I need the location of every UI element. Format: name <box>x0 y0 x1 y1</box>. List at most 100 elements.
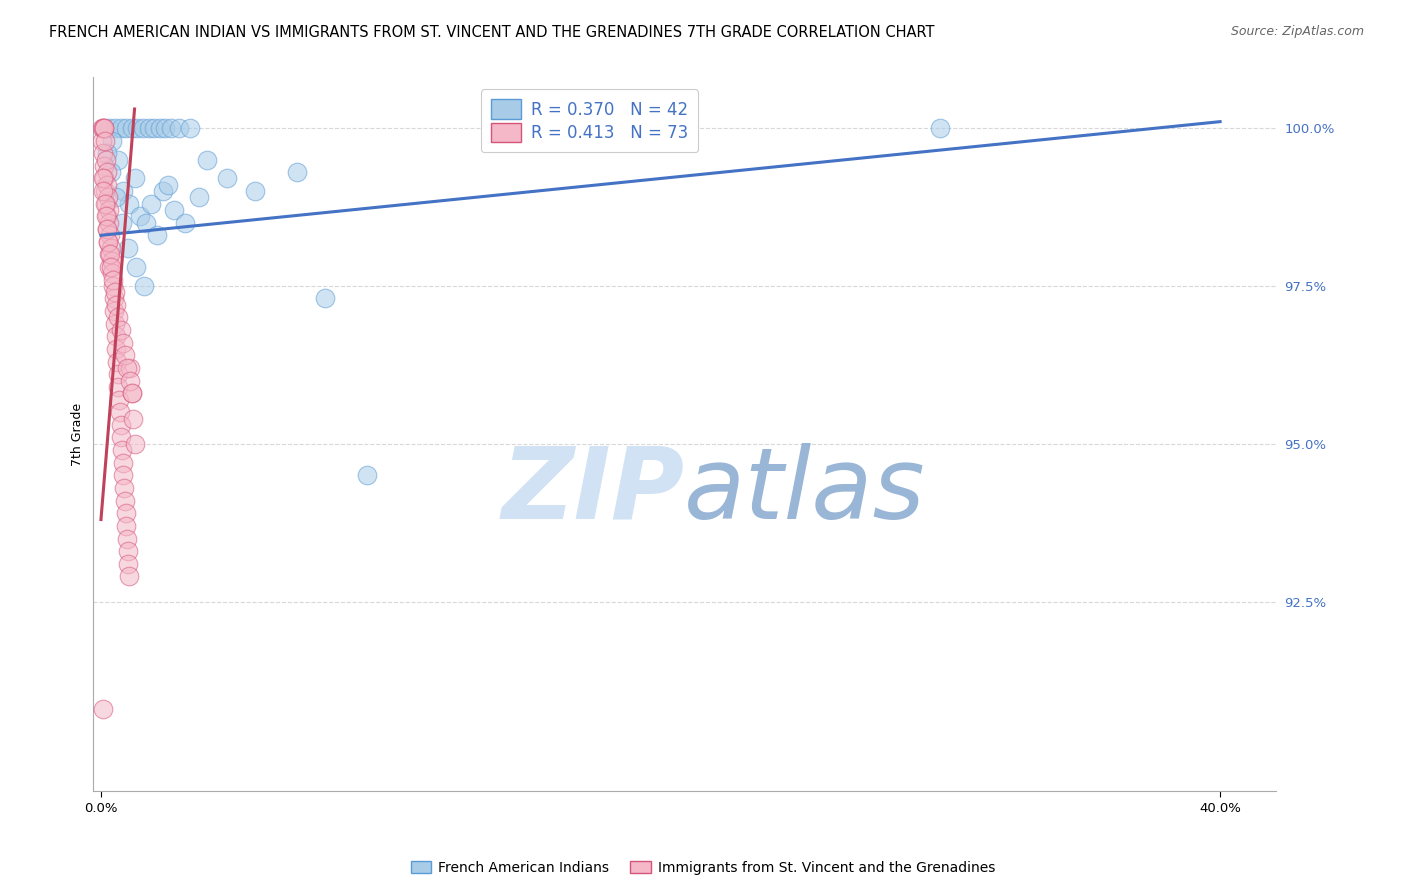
Point <box>114 506 136 520</box>
Point <box>98 247 121 261</box>
Point <box>138 120 160 135</box>
Point <box>93 159 115 173</box>
Point <box>97 235 120 249</box>
Point <box>100 241 122 255</box>
Point <box>107 380 129 394</box>
Point <box>117 241 139 255</box>
Point <box>121 386 143 401</box>
Point <box>101 272 124 286</box>
Point <box>117 557 139 571</box>
Point <box>96 146 118 161</box>
Point <box>105 342 128 356</box>
Point <box>111 456 134 470</box>
Point <box>96 222 118 236</box>
Text: ZIP: ZIP <box>502 443 685 540</box>
Point <box>117 544 139 558</box>
Point <box>125 260 148 274</box>
Point <box>93 171 115 186</box>
Point <box>97 247 120 261</box>
Point <box>114 493 136 508</box>
Point <box>93 120 115 135</box>
Point <box>121 386 143 401</box>
Point <box>97 203 120 218</box>
Point <box>100 260 122 274</box>
Point <box>112 481 135 495</box>
Point <box>215 171 238 186</box>
Point <box>285 165 308 179</box>
Point <box>111 443 134 458</box>
Text: atlas: atlas <box>685 443 927 540</box>
Point <box>155 120 177 135</box>
Point <box>94 153 117 167</box>
Point <box>96 178 118 192</box>
Point <box>115 120 138 135</box>
Point <box>93 196 115 211</box>
Point <box>96 222 118 236</box>
Point <box>97 235 120 249</box>
Text: Source: ZipAtlas.com: Source: ZipAtlas.com <box>1230 25 1364 38</box>
Point <box>195 153 218 167</box>
Point <box>101 134 124 148</box>
Point <box>94 134 117 148</box>
Point <box>179 120 201 135</box>
Point <box>105 298 128 312</box>
Point <box>152 184 174 198</box>
Point <box>243 184 266 198</box>
Point <box>157 178 180 192</box>
Point <box>127 120 149 135</box>
Point <box>104 317 127 331</box>
Point <box>96 165 118 179</box>
Point <box>97 190 120 204</box>
Point <box>174 216 197 230</box>
Point <box>114 348 136 362</box>
Point <box>98 228 121 243</box>
Point <box>91 120 114 135</box>
Point <box>149 120 172 135</box>
Point <box>107 310 129 325</box>
Point <box>103 292 125 306</box>
Point <box>141 196 163 211</box>
Point <box>160 120 183 135</box>
Legend: French American Indians, Immigrants from St. Vincent and the Grenadines: French American Indians, Immigrants from… <box>405 855 1001 880</box>
Point <box>93 120 115 135</box>
Point <box>187 190 209 204</box>
Point <box>103 304 125 318</box>
Point <box>91 134 114 148</box>
Point <box>110 417 132 432</box>
Point <box>108 392 131 407</box>
Point <box>98 216 121 230</box>
Point <box>110 430 132 444</box>
Point <box>111 335 134 350</box>
Point <box>118 569 141 583</box>
Point <box>146 228 169 243</box>
Point <box>117 361 139 376</box>
Text: FRENCH AMERICAN INDIAN VS IMMIGRANTS FROM ST. VINCENT AND THE GRENADINES 7TH GRA: FRENCH AMERICAN INDIAN VS IMMIGRANTS FRO… <box>49 25 935 40</box>
Y-axis label: 7th Grade: 7th Grade <box>72 402 84 466</box>
Point <box>91 146 114 161</box>
Point <box>98 260 121 274</box>
Point <box>115 519 138 533</box>
Point <box>121 120 143 135</box>
Point <box>115 532 138 546</box>
Point <box>91 120 114 135</box>
Point <box>169 120 191 135</box>
Point <box>929 120 952 135</box>
Point <box>112 184 135 198</box>
Point <box>129 210 152 224</box>
Point <box>108 405 131 419</box>
Point <box>101 266 124 280</box>
Point <box>105 354 128 368</box>
Point <box>96 210 118 224</box>
Point <box>93 184 115 198</box>
Point <box>163 203 186 218</box>
Point <box>120 361 142 376</box>
Point <box>143 120 166 135</box>
Point <box>135 216 157 230</box>
Point <box>100 253 122 268</box>
Point <box>105 190 128 204</box>
Point <box>110 120 132 135</box>
Point <box>112 468 135 483</box>
Point <box>107 153 129 167</box>
Point <box>111 216 134 230</box>
Point <box>118 196 141 211</box>
